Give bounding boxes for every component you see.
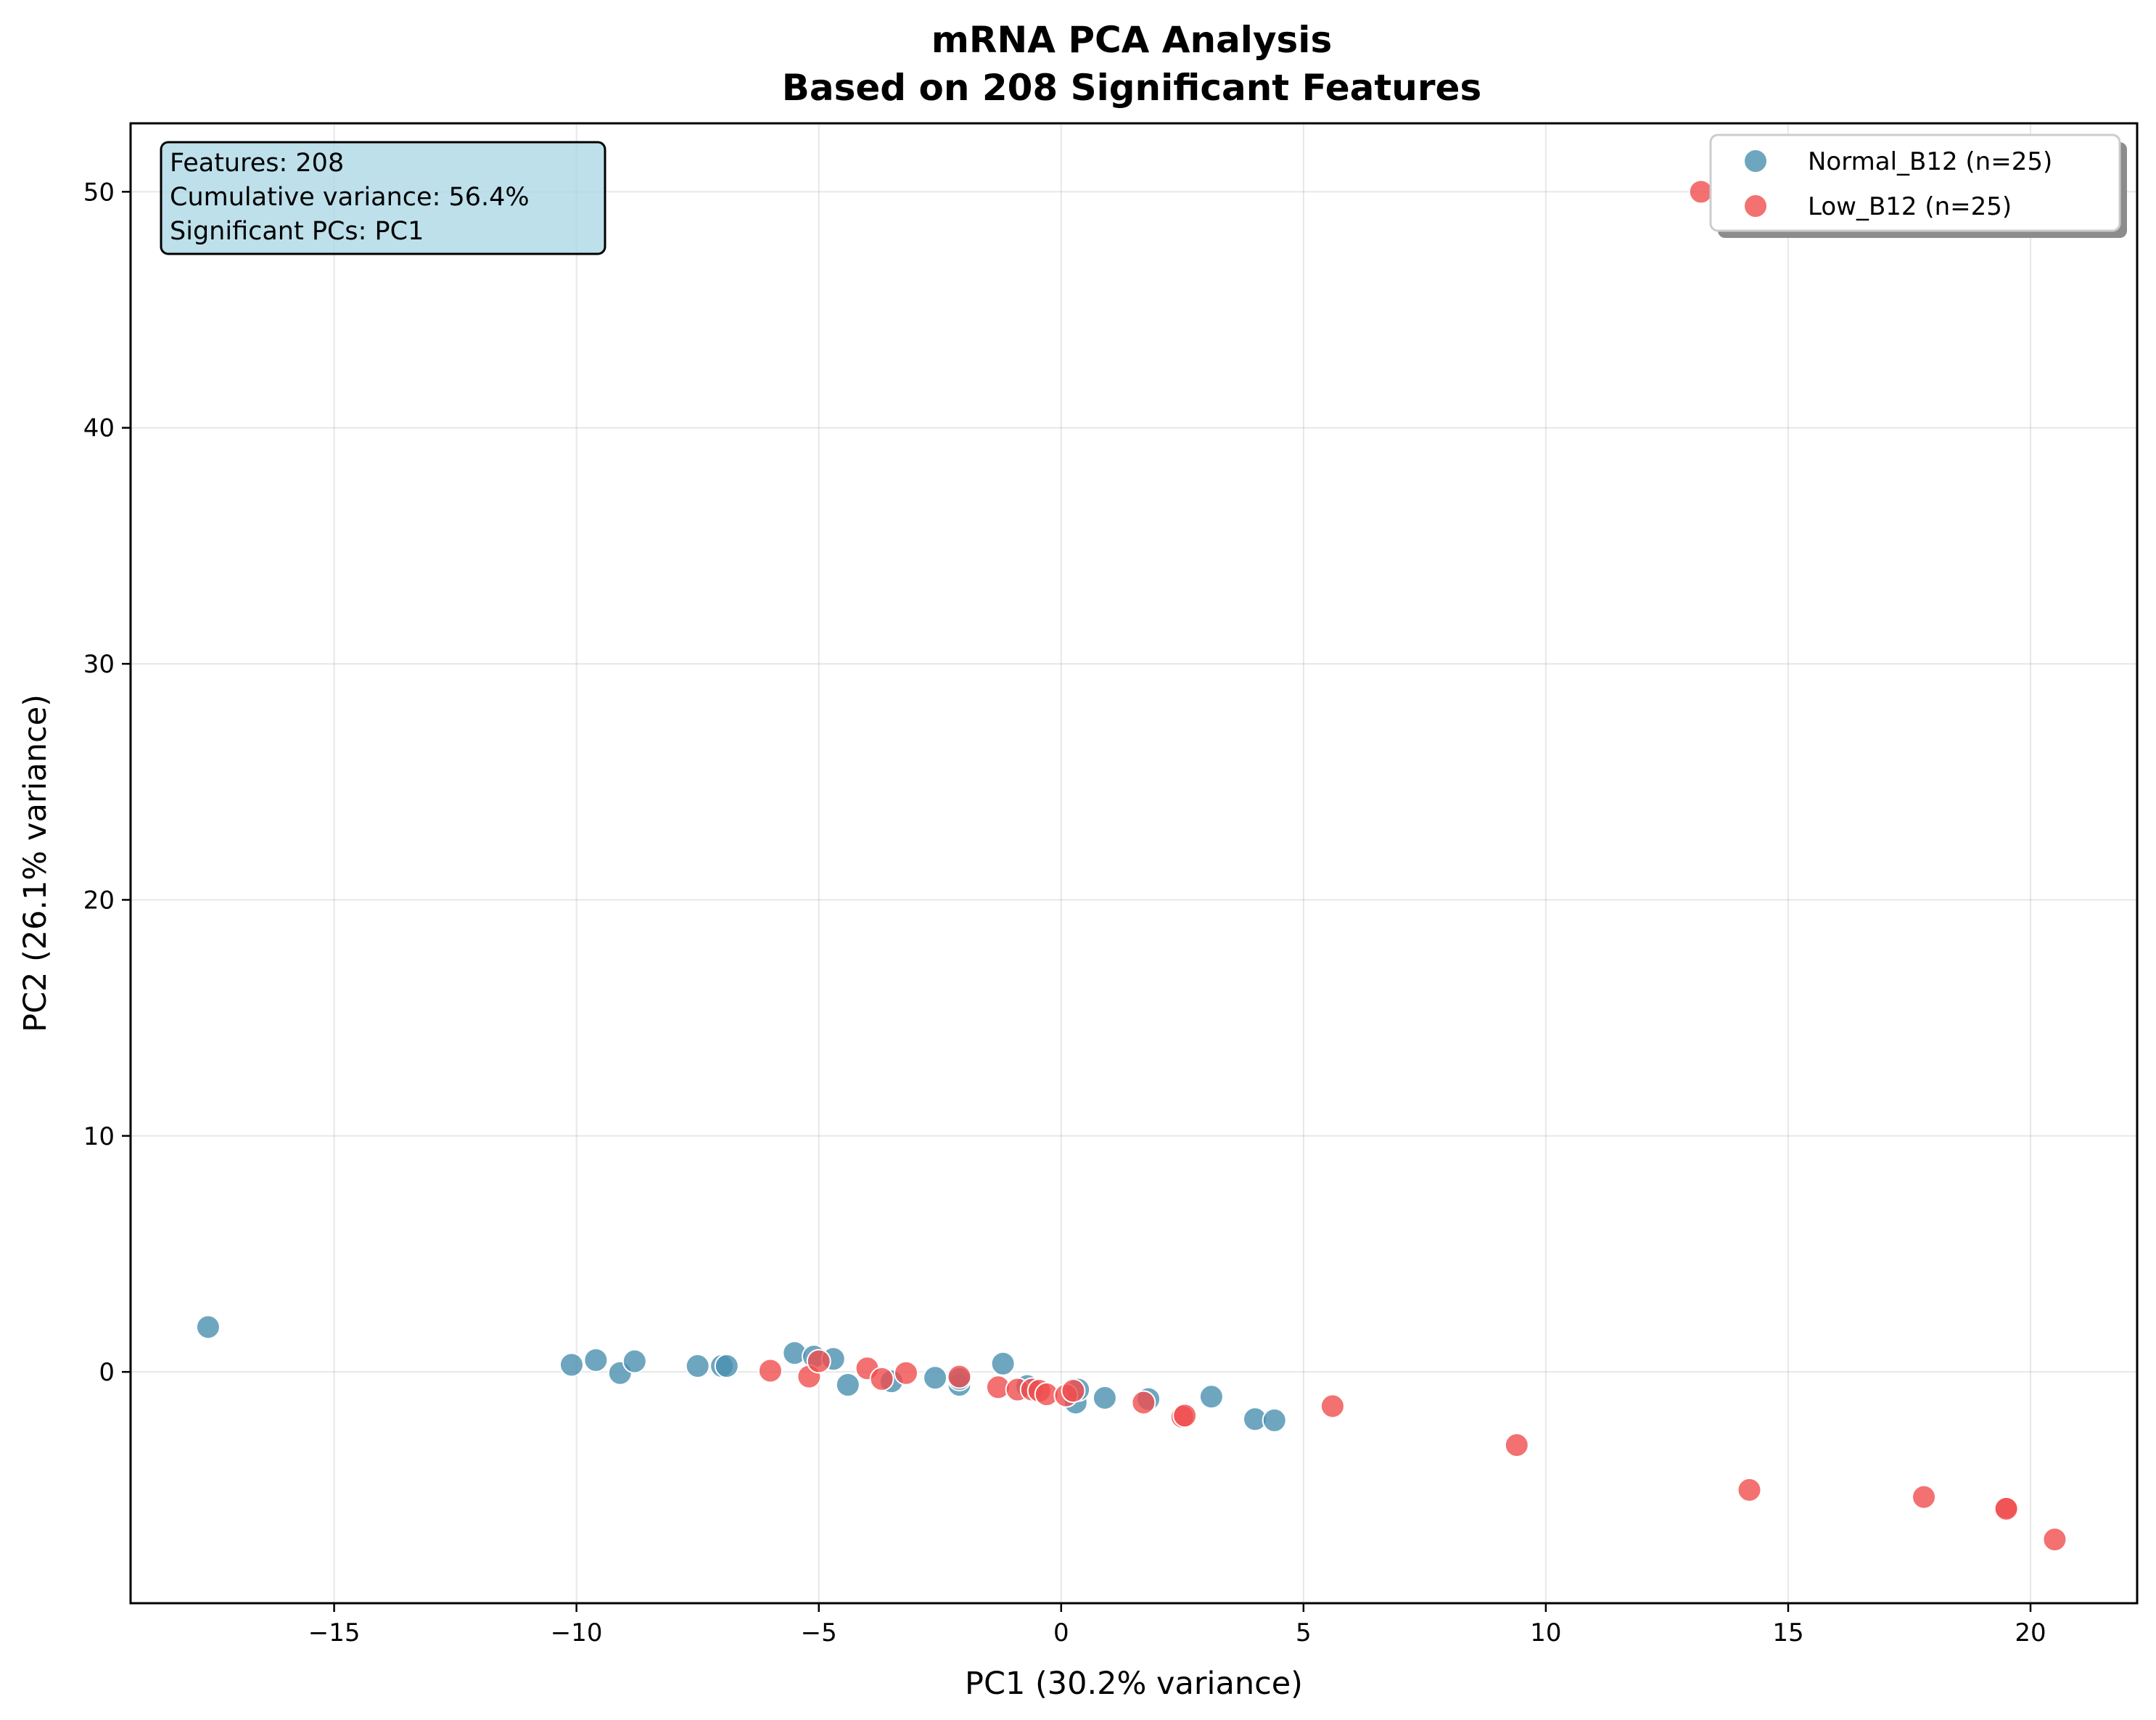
normal-b12-point <box>1262 1407 1287 1433</box>
y-axis-label: PC2 (26.1% variance) <box>17 694 54 1032</box>
y-tick-label: 50 <box>83 178 115 207</box>
low-b12-point <box>2042 1527 2067 1552</box>
low-b12-point <box>869 1366 894 1391</box>
normal-b12-point <box>583 1347 609 1373</box>
axis-ticks: −15 −10 −5 0 5 10 15 20 0 10 20 30 40 50 <box>83 178 2046 1647</box>
info-box: Features: 208 Cumulative variance: 56.4%… <box>160 141 606 255</box>
x-tick-label: 5 <box>1296 1618 1312 1647</box>
x-tick-label: 0 <box>1053 1618 1069 1647</box>
low-b12-point <box>806 1349 831 1374</box>
low-b12-point <box>1737 1477 1762 1502</box>
normal-b12-point <box>195 1314 221 1340</box>
y-tick-label: 10 <box>83 1122 115 1151</box>
normal-b12-point <box>1092 1385 1117 1410</box>
grid-lines <box>131 123 2137 1603</box>
low-b12-point <box>1061 1378 1086 1404</box>
y-tick-label: 40 <box>83 414 115 443</box>
low-b12-point <box>893 1360 918 1386</box>
legend-label-low-b12: Low_B12 (n=25) <box>1808 192 2012 221</box>
x-tick-label: −10 <box>551 1618 603 1647</box>
low-b12-point <box>1172 1403 1198 1428</box>
normal-b12-point <box>622 1349 647 1374</box>
x-tick-label: 20 <box>2015 1618 2046 1647</box>
low-b12-point <box>1504 1433 1529 1458</box>
plot-frame <box>129 122 2139 1605</box>
legend-label-normal-b12: Normal_B12 (n=25) <box>1808 147 2052 176</box>
x-tick-label: −15 <box>308 1618 361 1647</box>
low-b12-point <box>1320 1394 1345 1419</box>
chart-subtitle: Based on 208 Significant Features <box>782 67 1481 109</box>
x-tick-label: 15 <box>1772 1618 1803 1647</box>
info-line-pcs: Significant PCs: PC1 <box>170 217 424 246</box>
data-points <box>195 179 2067 1552</box>
low-b12-point <box>1994 1496 2019 1521</box>
low-b12-point <box>1131 1390 1156 1415</box>
info-box-background <box>160 141 606 255</box>
x-axis-label: PC1 (30.2% variance) <box>965 1666 1303 1702</box>
x-tick-label: 10 <box>1530 1618 1561 1647</box>
normal-b12-point <box>559 1352 584 1378</box>
normal-b12-point <box>685 1354 710 1379</box>
low-b12-point <box>757 1358 783 1383</box>
normal-b12-point <box>714 1354 739 1379</box>
low-b12-point <box>1912 1484 1937 1510</box>
normal-b12-point <box>835 1373 860 1398</box>
info-line-variance: Cumulative variance: 56.4% <box>170 183 530 212</box>
info-line-features: Features: 208 <box>170 149 344 178</box>
x-tick-label: −5 <box>801 1618 837 1647</box>
legend: Normal_B12 (n=25) Low_B12 (n=25) <box>1709 133 2127 238</box>
low-b12-point <box>1688 179 1713 205</box>
legend-marker-low-b12 <box>1743 194 1768 218</box>
y-tick-label: 20 <box>83 886 115 915</box>
normal-b12-point <box>923 1365 948 1391</box>
low-b12-point <box>947 1364 972 1389</box>
chart-title: mRNA PCA Analysis <box>931 19 1332 61</box>
y-tick-label: 0 <box>99 1358 115 1387</box>
legend-box <box>1709 133 2121 232</box>
legend-marker-normal-b12 <box>1743 149 1768 173</box>
y-tick-label: 30 <box>83 650 115 679</box>
normal-b12-point <box>1198 1384 1224 1410</box>
normal-b12-point <box>990 1351 1016 1376</box>
